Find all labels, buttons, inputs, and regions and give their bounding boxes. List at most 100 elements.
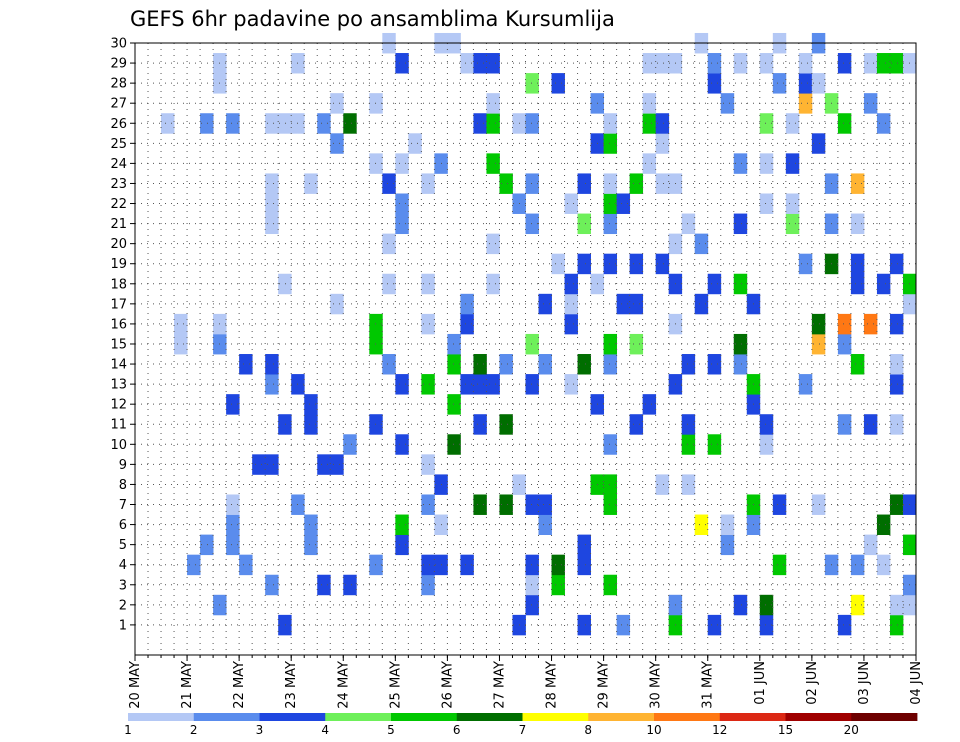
heatmap-cell xyxy=(395,534,409,556)
colorbar-label: 5 xyxy=(387,723,395,737)
heatmap-cell xyxy=(889,354,904,375)
heatmap-cell xyxy=(330,93,344,114)
colorbar-swatch xyxy=(325,713,392,721)
heatmap-cell xyxy=(369,153,383,174)
heatmap-cell xyxy=(551,253,565,275)
y-tick-label: 24 xyxy=(110,157,127,172)
heatmap-cell xyxy=(837,313,852,335)
heatmap-cell xyxy=(343,434,357,455)
heatmap-cell xyxy=(785,213,800,235)
y-tick-label: 14 xyxy=(110,358,127,373)
heatmap-cell xyxy=(369,414,383,435)
heatmap-cell xyxy=(603,173,618,194)
heatmap-cell xyxy=(460,53,474,74)
heatmap-cell xyxy=(837,53,852,74)
heatmap-cell xyxy=(421,374,435,395)
heatmap-cell xyxy=(876,53,891,74)
heatmap-cell xyxy=(395,434,409,455)
heatmap-cell xyxy=(525,113,539,134)
heatmap-cells xyxy=(161,32,917,636)
heatmap-cell xyxy=(525,173,539,194)
heatmap-cell xyxy=(278,273,292,295)
heatmap-cell xyxy=(551,574,565,596)
heatmap-cell xyxy=(382,354,396,375)
y-tick-label: 15 xyxy=(110,337,127,352)
heatmap-cell xyxy=(850,253,865,275)
x-tick-label: 30 MAY xyxy=(649,661,664,709)
heatmap-cell xyxy=(642,93,657,114)
heatmap-cell xyxy=(473,494,487,515)
y-axis-ticks: 1234567891011121314151617181920212223242… xyxy=(110,37,135,633)
heatmap-cell xyxy=(265,173,279,194)
heatmap-cell xyxy=(733,213,748,235)
heatmap-cell xyxy=(473,374,487,395)
heatmap-cell xyxy=(707,73,722,94)
heatmap-cell xyxy=(343,113,357,134)
heatmap-cell xyxy=(382,273,396,295)
heatmap-cell xyxy=(629,253,644,275)
heatmap-cell xyxy=(850,213,865,235)
x-tick-label: 24 MAY xyxy=(336,661,351,709)
heatmap-cell xyxy=(421,574,435,596)
heatmap-cell xyxy=(499,414,513,435)
heatmap-cell xyxy=(616,193,631,214)
heatmap-cell xyxy=(317,113,331,134)
heatmap-cell xyxy=(603,333,618,355)
heatmap-cell xyxy=(200,534,214,556)
colorbar-swatch xyxy=(785,713,852,721)
heatmap-cell xyxy=(577,554,591,576)
heatmap-cell xyxy=(772,73,787,94)
heatmap-cell xyxy=(174,313,188,335)
heatmap-cell xyxy=(161,113,175,134)
heatmap-cell xyxy=(759,193,774,214)
heatmap-cell xyxy=(577,253,591,275)
heatmap-cell xyxy=(304,414,318,435)
heatmap-cell xyxy=(629,333,644,355)
heatmap-cell xyxy=(642,153,657,174)
heatmap-cell xyxy=(317,454,331,475)
heatmap-cell xyxy=(187,554,201,576)
heatmap-cell xyxy=(850,594,865,616)
heatmap-cell xyxy=(525,574,539,596)
heatmap-cell xyxy=(265,113,279,134)
heatmap-cell xyxy=(603,213,618,235)
heatmap-cell xyxy=(759,153,774,174)
colorbar-swatch xyxy=(391,713,458,721)
heatmap-cell xyxy=(603,193,618,214)
colorbar-swatch xyxy=(719,713,786,721)
y-tick-label: 1 xyxy=(119,618,127,633)
heatmap-cell xyxy=(395,53,409,74)
heatmap-cell xyxy=(603,133,618,154)
heatmap-cell xyxy=(278,614,292,636)
heatmap-cell xyxy=(811,333,826,355)
heatmap-cell xyxy=(278,113,292,134)
heatmap-cell xyxy=(239,554,253,576)
colorbar-swatch xyxy=(193,713,260,721)
heatmap-cell xyxy=(473,354,487,375)
heatmap-cell xyxy=(837,614,852,636)
y-tick-label: 5 xyxy=(119,538,127,553)
heatmap-cell xyxy=(486,53,500,74)
y-tick-label: 22 xyxy=(110,197,127,212)
heatmap-cell xyxy=(577,213,591,235)
heatmap-cell xyxy=(811,313,826,335)
heatmap-cell xyxy=(772,554,787,576)
heatmap-cell xyxy=(421,313,435,335)
heatmap-cell xyxy=(759,53,774,74)
heatmap-cell xyxy=(577,534,591,556)
heatmap-cell xyxy=(863,93,878,114)
heatmap-cell xyxy=(564,193,578,214)
heatmap-cell xyxy=(369,93,383,114)
heatmap-cell xyxy=(564,293,578,315)
heatmap-cell xyxy=(330,133,344,154)
colorbar-label: 6 xyxy=(453,723,461,737)
y-tick-label: 23 xyxy=(110,177,127,192)
heatmap-cell xyxy=(733,153,748,174)
heatmap-cell xyxy=(226,534,240,556)
heatmap-cell xyxy=(694,293,709,315)
heatmap-cell xyxy=(408,133,422,154)
colorbar-label: 7 xyxy=(519,723,527,737)
heatmap-cell xyxy=(499,173,513,194)
heatmap-cell xyxy=(876,554,891,576)
